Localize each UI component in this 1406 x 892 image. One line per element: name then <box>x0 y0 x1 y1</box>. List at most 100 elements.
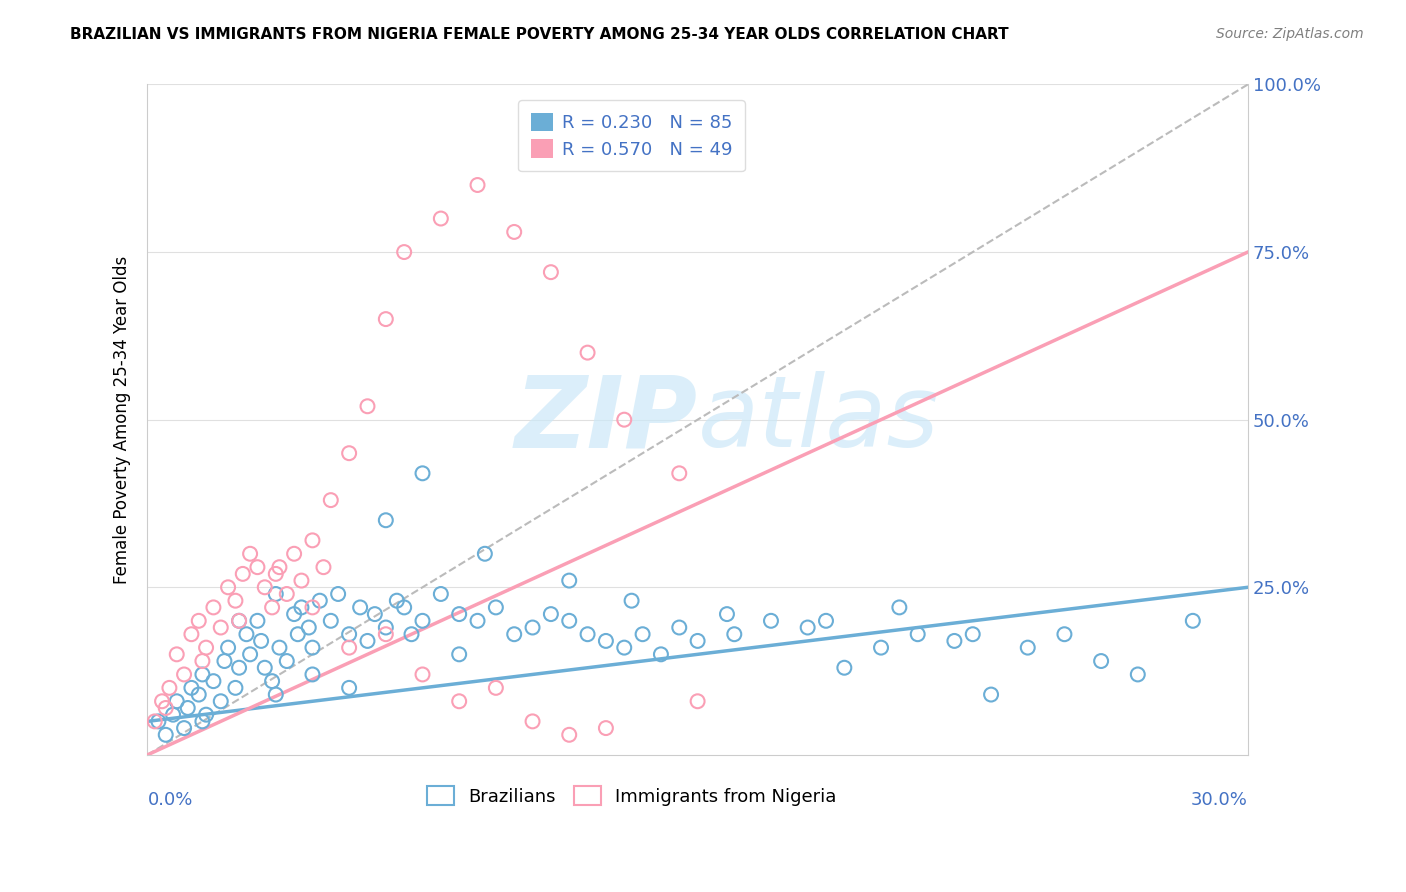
Point <box>449 694 471 708</box>
Point <box>430 587 453 601</box>
Point <box>173 721 195 735</box>
Point <box>723 627 745 641</box>
Point <box>253 580 276 594</box>
Point <box>943 634 966 648</box>
Point <box>214 654 236 668</box>
Point <box>834 661 856 675</box>
Point <box>613 412 636 426</box>
Point <box>467 614 489 628</box>
Point <box>253 661 276 675</box>
Text: 30.0%: 30.0% <box>1191 790 1249 808</box>
Point <box>155 728 177 742</box>
Point <box>228 614 250 628</box>
Point <box>209 620 232 634</box>
Point <box>558 574 581 588</box>
Point <box>796 620 818 634</box>
Point <box>166 694 188 708</box>
Point <box>356 399 378 413</box>
Point <box>668 467 690 481</box>
Point <box>412 614 434 628</box>
Point <box>686 694 709 708</box>
Point <box>337 640 360 655</box>
Point <box>962 627 984 641</box>
Point <box>356 634 378 648</box>
Point <box>392 600 415 615</box>
Point <box>385 593 408 607</box>
Point <box>239 547 262 561</box>
Point <box>364 607 387 621</box>
Point <box>173 667 195 681</box>
Point <box>374 513 396 527</box>
Point <box>276 587 298 601</box>
Point <box>449 607 471 621</box>
Point <box>191 654 214 668</box>
Point <box>412 467 434 481</box>
Point <box>224 681 246 695</box>
Point <box>180 627 202 641</box>
Point <box>235 627 257 641</box>
Point <box>283 607 305 621</box>
Point <box>312 560 335 574</box>
Point <box>870 640 893 655</box>
Point <box>262 674 284 689</box>
Point <box>202 674 225 689</box>
Text: BRAZILIAN VS IMMIGRANTS FROM NIGERIA FEMALE POVERTY AMONG 25-34 YEAR OLDS CORREL: BRAZILIAN VS IMMIGRANTS FROM NIGERIA FEM… <box>70 27 1010 42</box>
Point <box>155 701 177 715</box>
Point <box>187 688 209 702</box>
Text: ZIP: ZIP <box>515 371 697 468</box>
Point <box>576 627 599 641</box>
Point <box>595 721 617 735</box>
Point <box>290 574 312 588</box>
Point <box>162 707 184 722</box>
Point <box>374 312 396 326</box>
Point <box>374 627 396 641</box>
Point <box>374 620 396 634</box>
Point <box>337 627 360 641</box>
Point <box>287 627 309 641</box>
Point <box>337 446 360 460</box>
Point <box>301 640 323 655</box>
Point <box>290 600 312 615</box>
Point <box>392 245 415 260</box>
Point <box>202 600 225 615</box>
Point <box>232 566 254 581</box>
Point <box>349 600 371 615</box>
Point <box>613 640 636 655</box>
Point <box>620 593 643 607</box>
Point <box>187 614 209 628</box>
Point <box>180 681 202 695</box>
Text: 0.0%: 0.0% <box>148 790 193 808</box>
Point <box>319 493 342 508</box>
Point <box>716 607 738 621</box>
Point <box>177 701 200 715</box>
Point <box>1181 614 1204 628</box>
Point <box>191 667 214 681</box>
Point <box>262 600 284 615</box>
Point <box>239 648 262 662</box>
Point <box>319 614 342 628</box>
Point <box>228 614 250 628</box>
Point <box>224 593 246 607</box>
Point <box>430 211 453 226</box>
Point <box>264 587 287 601</box>
Point <box>650 648 672 662</box>
Text: atlas: atlas <box>697 371 939 468</box>
Point <box>474 547 496 561</box>
Point <box>269 560 291 574</box>
Point <box>269 640 291 655</box>
Point <box>449 648 471 662</box>
Point <box>326 587 349 601</box>
Point <box>264 566 287 581</box>
Point <box>814 614 837 628</box>
Point <box>246 560 269 574</box>
Point <box>540 265 562 279</box>
Y-axis label: Female Poverty Among 25-34 Year Olds: Female Poverty Among 25-34 Year Olds <box>114 255 131 583</box>
Point <box>980 688 1002 702</box>
Point <box>668 620 690 634</box>
Point <box>217 640 239 655</box>
Point <box>503 627 526 641</box>
Point <box>191 714 214 729</box>
Point <box>150 694 173 708</box>
Point <box>301 533 323 548</box>
Point <box>412 667 434 681</box>
